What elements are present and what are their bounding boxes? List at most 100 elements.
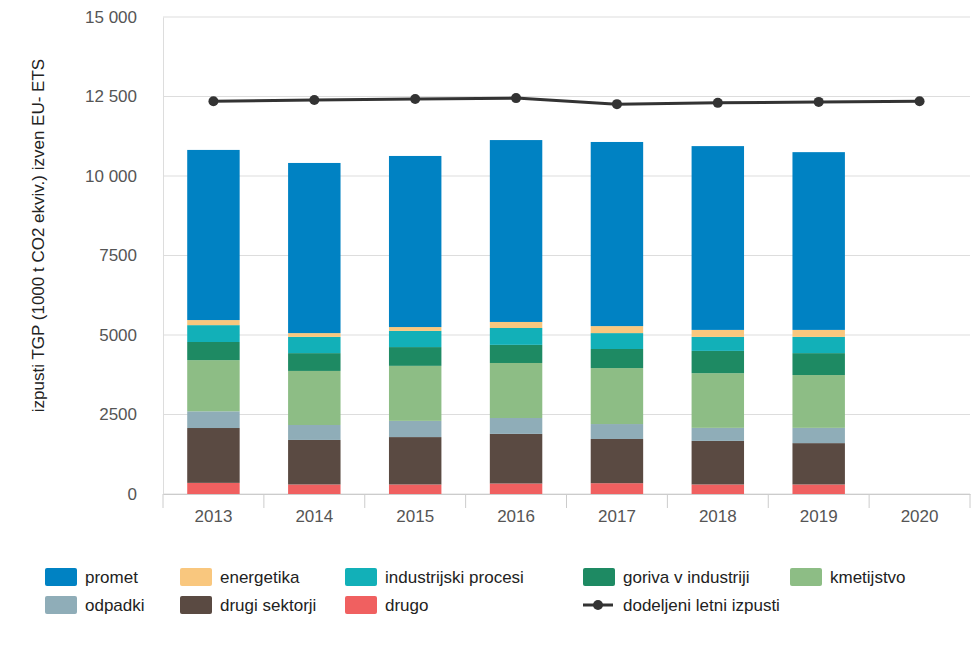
x-tick: 2014 [295,494,333,526]
bar-segment [692,351,744,373]
bar-segment [187,428,239,483]
y-tick-label: 15 000 [85,8,137,27]
legend-label: drugi sektorji [220,596,316,615]
legend-item: energetika [180,568,300,587]
bar-segment [389,156,441,327]
x-tick-label: 2014 [295,507,333,526]
grid-line [163,96,970,97]
x-tick: 2018 [699,494,737,526]
legend-label: drugo [385,596,428,615]
bar-segment [490,328,542,345]
x-separator [263,494,264,508]
bar-segment [288,484,340,494]
legend-swatch [180,596,212,614]
x-tick-label: 2017 [598,507,636,526]
bar-segment [288,163,340,333]
y-tick-label: 10 000 [85,167,137,186]
x-separators [163,494,970,508]
bar-segment [187,320,239,325]
bar-segment [692,373,744,428]
x-tick-label: 2018 [699,507,737,526]
bar-segment [692,484,744,494]
x-separator [970,494,971,508]
x-tick-label: 2013 [195,507,233,526]
bar-segment [591,142,643,326]
x-tick: 2015 [396,494,434,526]
legend: prometenergetikaindustrijski procesigori… [45,568,906,615]
legend-swatch [45,568,77,586]
bar-segment [389,484,441,494]
line-marker [713,98,723,108]
legend-swatch-marker [593,600,603,610]
grid [163,17,970,494]
bar-segment [288,425,340,440]
line [213,98,919,104]
chart: 025005000750010 00012 50015 000izpusti T… [0,0,980,653]
legend-swatch [583,568,615,586]
x-tick: 2019 [800,494,838,526]
bar-segment [490,484,542,494]
bar-segment [591,349,643,368]
y-tick-label: 12 500 [85,87,137,106]
legend-label: goriva v industriji [623,568,750,587]
x-axis: 2013 2014 2015 2016 2017 2018 2019 2020 [163,494,971,526]
bar-segment [187,411,239,428]
bar-segment [490,363,542,418]
y-tick: 2500 [99,405,163,424]
x-tick-label: 2015 [396,507,434,526]
bar-segment [792,443,844,484]
bar-segment [591,326,643,333]
legend-label: kmetijstvo [830,568,906,587]
legend-label: energetika [220,568,300,587]
line-marker [612,99,622,109]
bar-segment [389,366,441,421]
bar-segment [288,337,340,353]
y-axis-title: izpusti TGP (1000 t CO2 ekviv.) izven EU… [29,59,48,412]
plot-marks [187,93,924,494]
bar-segment [591,333,643,349]
line-marker [309,95,319,105]
x-separator [465,494,466,508]
legend-swatch [790,568,822,586]
line-marker [814,97,824,107]
bar-segment [389,331,441,347]
bar-segment [288,440,340,485]
legend-swatch [345,596,377,614]
legend-item: dodeljeni letni izpusti [583,596,780,615]
bar-segment [792,330,844,337]
y-tick: 10 000 [85,167,163,186]
x-separator [364,494,365,508]
y-tick-label: 0 [128,485,137,504]
x-tick-label: 2019 [800,507,838,526]
bar-segment [591,483,643,494]
x-separator [163,494,164,508]
x-separator [667,494,668,508]
legend-label: promet [85,568,138,587]
bar-segment [591,439,643,483]
bar-segment [692,337,744,351]
legend-item: goriva v industriji [583,568,750,587]
y-tick: 7500 [99,246,163,265]
bar-segment [490,140,542,322]
markers [208,93,924,109]
bar-segment [490,418,542,434]
legend-label: odpadki [85,596,145,615]
bar-segment [187,360,239,411]
bar-segment [187,325,239,342]
legend-item: drugo [345,596,428,615]
x-tick: 2013 [195,494,233,526]
bar-segment [490,434,542,484]
grid-line [163,176,970,177]
bars [187,140,845,494]
y-tick: 12 500 [85,87,163,106]
y-axis-line [163,18,164,495]
bar-segment [288,371,340,425]
x-tick: 2016 [497,494,535,526]
line-marker [410,94,420,104]
bar-segment [389,437,441,484]
legend-swatch [345,568,377,586]
bar-segment [692,146,744,330]
x-separator [566,494,567,508]
bar-segment [692,428,744,441]
x-tick: 2020 [901,494,939,526]
